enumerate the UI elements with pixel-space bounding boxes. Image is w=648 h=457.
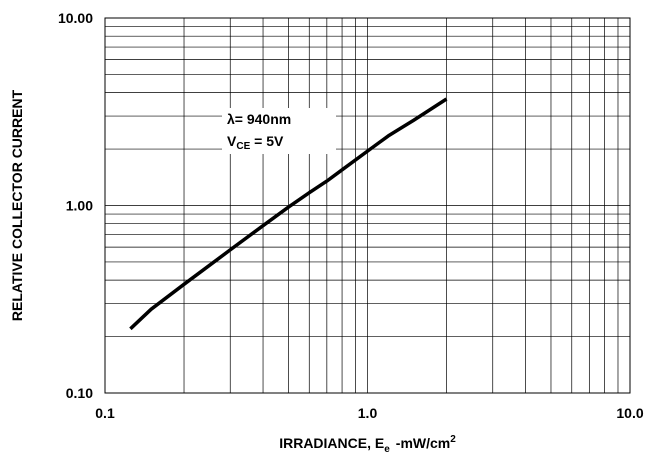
y-tick-label: 0.10 [66, 385, 93, 401]
x-tick-label: 1.0 [358, 405, 378, 421]
y-axis-label: RELATIVE COLLECTOR CURRENT [9, 89, 25, 321]
annotation-background [222, 108, 336, 154]
plot-frame [104, 17, 631, 394]
annotation-vce: VCE = 5V [227, 133, 284, 152]
y-tick-label: 10.00 [58, 10, 93, 26]
x-tick-label: 10.0 [616, 405, 643, 421]
x-tick-labels: 0.1 1.0 10.0 [95, 405, 644, 421]
annotation: λ= 940nm VCE = 5V [222, 108, 336, 154]
x-tick-label: 0.1 [95, 405, 115, 421]
x-axis-label: IRRADIANCE, Ee -mW/cm2 [279, 434, 456, 455]
grid [105, 18, 630, 393]
y-tick-label: 1.00 [66, 198, 93, 214]
annotation-wavelength: λ= 940nm [227, 111, 291, 127]
y-tick-labels: 10.00 1.00 0.10 [58, 10, 93, 401]
series-curve [129, 97, 448, 331]
